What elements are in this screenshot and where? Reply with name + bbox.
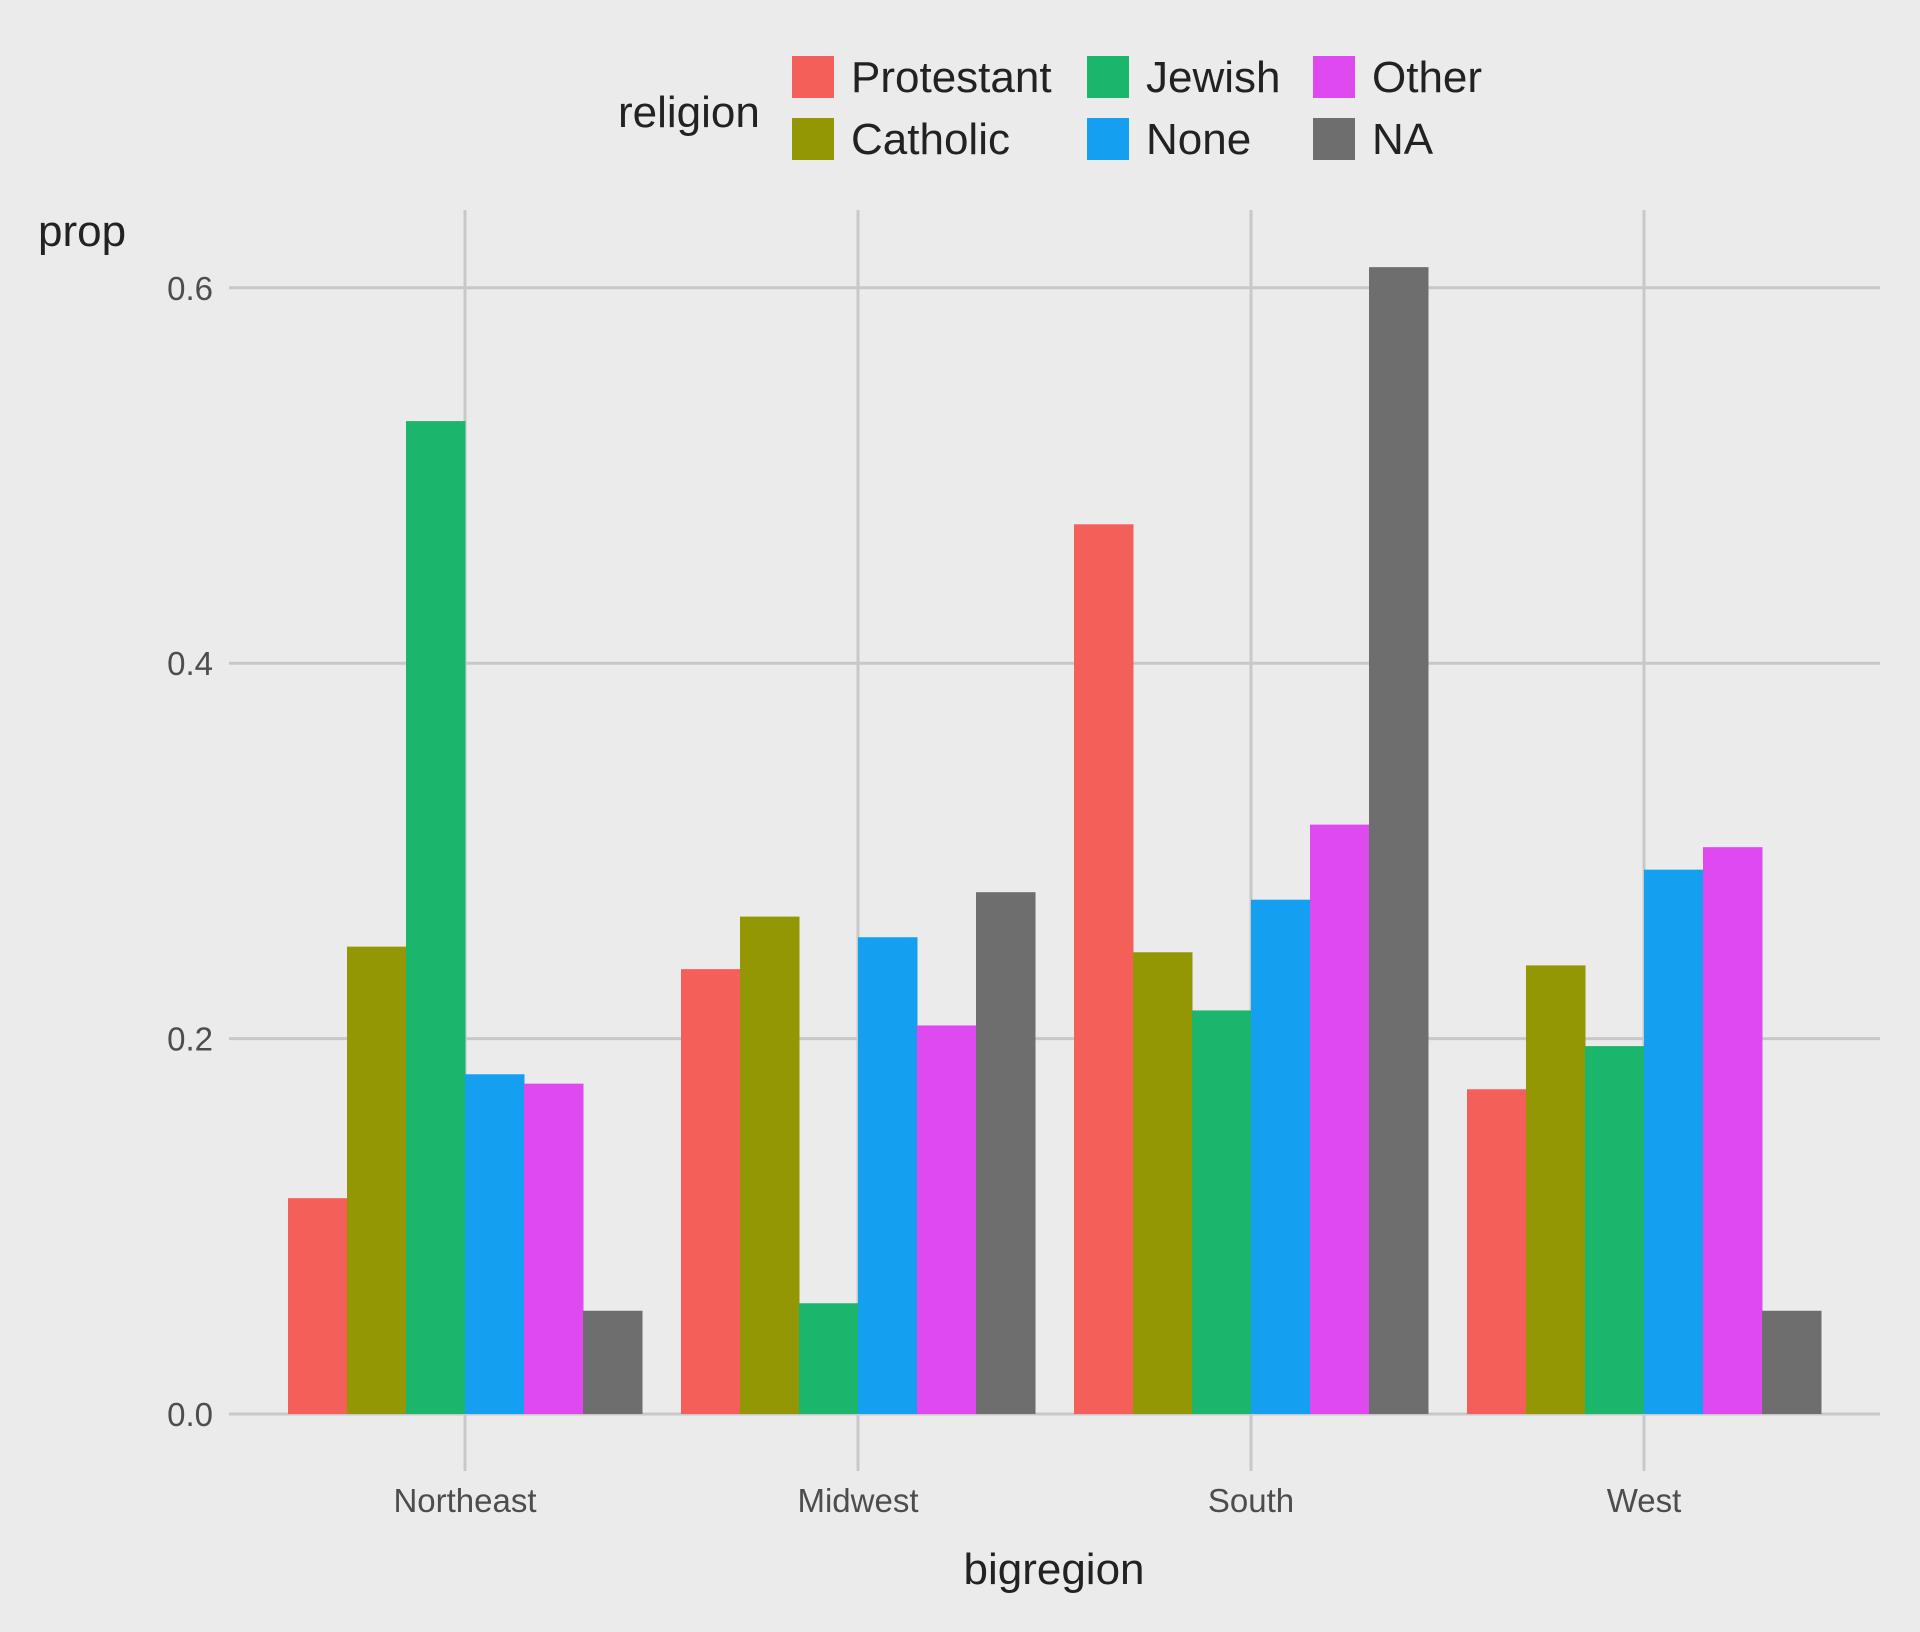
x-tick-label: Midwest [797, 1482, 918, 1519]
legend-item-na: NA [1313, 115, 1434, 164]
legend-label: Catholic [851, 115, 1010, 164]
bar-group-west [1467, 847, 1822, 1414]
bar-group-northeast [288, 421, 643, 1414]
legend-swatch [1313, 56, 1355, 98]
x-axis-title: bigregion [963, 1545, 1144, 1594]
legend-label: NA [1372, 115, 1434, 164]
bar-midwest-na [976, 892, 1036, 1414]
bar-west-none [1644, 869, 1704, 1414]
legend-label: Jewish [1146, 53, 1281, 102]
bar-midwest-none [858, 937, 918, 1414]
legend-item-protestant: Protestant [792, 53, 1052, 102]
bar-northeast-other [524, 1083, 584, 1414]
bar-midwest-other [917, 1025, 977, 1414]
legend-swatch [1087, 118, 1129, 160]
bar-northeast-catholic [347, 946, 407, 1414]
bar-northeast-na [583, 1310, 643, 1414]
y-tick-label: 0.6 [167, 270, 213, 307]
y-tick-label: 0.2 [167, 1021, 213, 1058]
legend-item-jewish: Jewish [1087, 53, 1281, 102]
bar-west-other [1703, 847, 1763, 1414]
bar-west-na [1762, 1310, 1822, 1414]
bar-south-protestant [1074, 524, 1134, 1414]
bar-group-south [1074, 267, 1429, 1414]
legend-item-catholic: Catholic [792, 115, 1010, 164]
x-tick-label: South [1208, 1482, 1294, 1519]
legend-item-none: None [1087, 115, 1251, 164]
legend-item-other: Other [1313, 53, 1482, 102]
bar-midwest-protestant [681, 969, 741, 1414]
legend: religion Protestant Catholic Jewish None Oth… [618, 53, 1482, 164]
bar-midwest-catholic [740, 916, 800, 1414]
legend-swatch [792, 56, 834, 98]
x-tick-label: West [1607, 1482, 1682, 1519]
legend-label: None [1146, 115, 1251, 164]
legend-label: Protestant [851, 53, 1052, 102]
bar-midwest-jewish [799, 1303, 859, 1414]
bar-south-other [1310, 824, 1370, 1414]
bar-group-midwest [681, 892, 1036, 1414]
legend-swatch [792, 118, 834, 160]
bar-south-none [1251, 899, 1311, 1414]
bar-northeast-jewish [406, 421, 466, 1414]
bar-northeast-protestant [288, 1198, 348, 1414]
legend-title: religion [618, 88, 760, 137]
bar-west-protestant [1467, 1089, 1527, 1414]
legend-swatch [1313, 118, 1355, 160]
y-axis-title: prop [38, 207, 126, 256]
bar-south-catholic [1133, 952, 1193, 1414]
y-axis: 0.0 0.2 0.4 0.6 [167, 270, 213, 1433]
bar-northeast-none [465, 1074, 525, 1414]
bar-south-jewish [1192, 1010, 1252, 1414]
plot-panel [229, 210, 1880, 1416]
x-axis: Northeast Midwest South West [393, 1414, 1681, 1519]
legend-swatch [1087, 56, 1129, 98]
x-tick-label: Northeast [393, 1482, 536, 1519]
y-tick-label: 0.0 [167, 1396, 213, 1433]
y-tick-label: 0.4 [167, 645, 213, 682]
bar-west-jewish [1585, 1046, 1645, 1414]
bar-west-catholic [1526, 965, 1586, 1414]
legend-label: Other [1372, 53, 1482, 102]
bar-south-na [1369, 267, 1429, 1414]
